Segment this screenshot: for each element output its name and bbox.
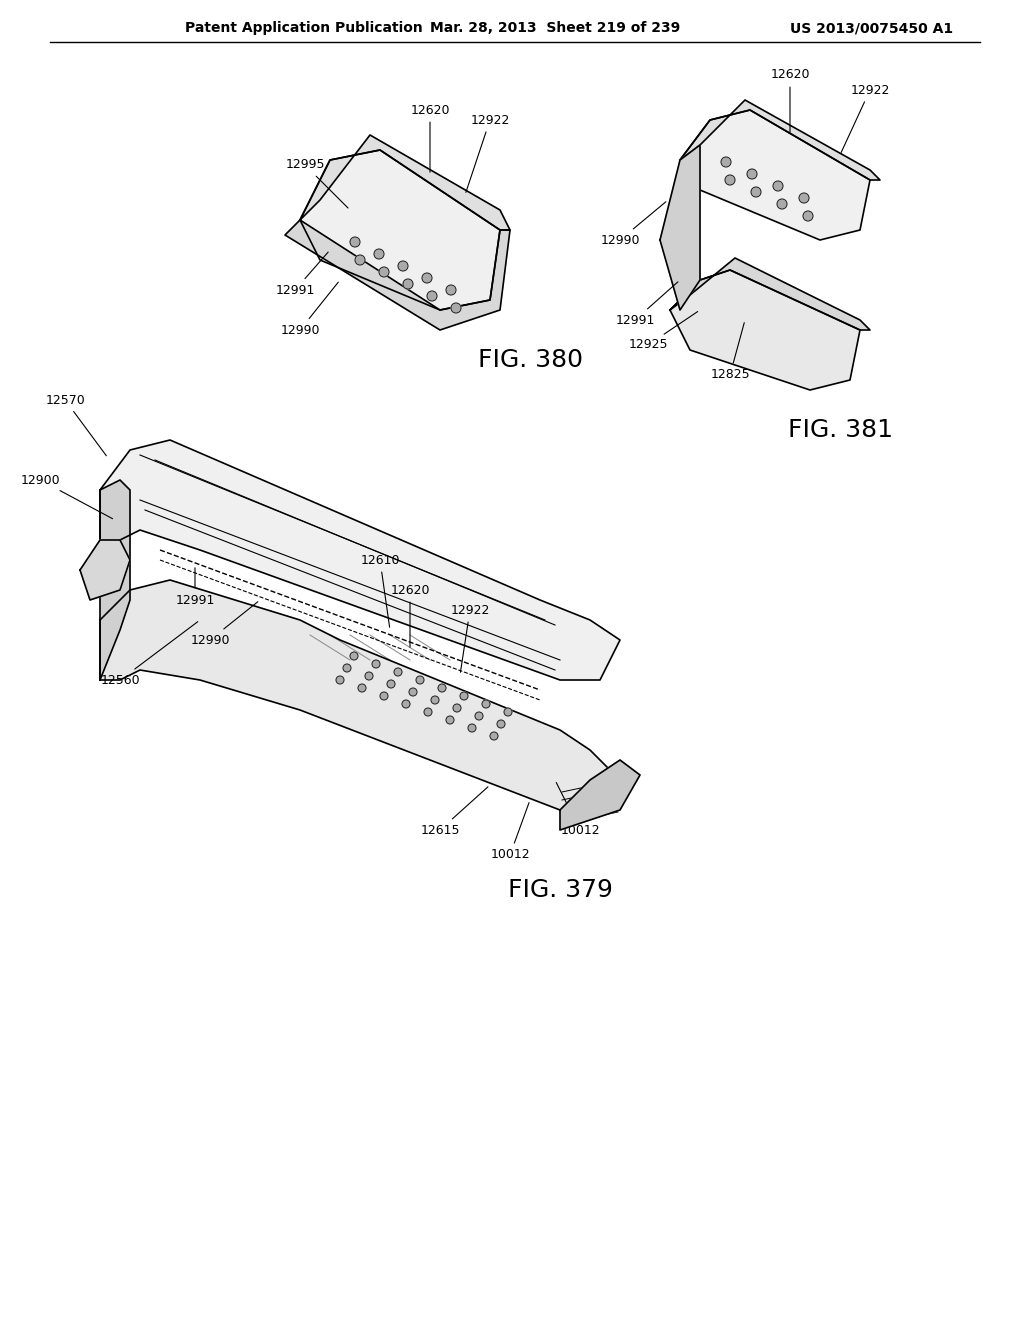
Circle shape: [398, 261, 408, 271]
Polygon shape: [680, 100, 880, 180]
Text: 12991: 12991: [615, 282, 678, 326]
Circle shape: [403, 279, 413, 289]
Circle shape: [746, 169, 757, 180]
Text: 12990: 12990: [190, 602, 258, 647]
Polygon shape: [670, 257, 870, 330]
Circle shape: [803, 211, 813, 220]
Circle shape: [490, 733, 498, 741]
Circle shape: [451, 304, 461, 313]
Circle shape: [365, 672, 373, 680]
Polygon shape: [300, 150, 500, 310]
Polygon shape: [100, 579, 615, 810]
Text: 12922: 12922: [466, 114, 510, 193]
Circle shape: [409, 688, 417, 696]
Circle shape: [380, 692, 388, 700]
Polygon shape: [660, 145, 700, 310]
Circle shape: [453, 704, 461, 711]
Text: 12991: 12991: [275, 252, 328, 297]
Circle shape: [387, 680, 395, 688]
Circle shape: [475, 711, 483, 719]
Text: 12825: 12825: [711, 322, 750, 381]
Text: FIG. 381: FIG. 381: [787, 418, 893, 442]
Circle shape: [431, 696, 439, 704]
Circle shape: [350, 652, 358, 660]
Text: FIG. 380: FIG. 380: [477, 348, 583, 372]
Circle shape: [497, 719, 505, 729]
Circle shape: [379, 267, 389, 277]
Text: 10012: 10012: [490, 803, 529, 862]
Text: 10012: 10012: [556, 783, 600, 837]
Circle shape: [799, 193, 809, 203]
Text: 12560: 12560: [100, 622, 198, 686]
Circle shape: [394, 668, 402, 676]
Polygon shape: [100, 440, 620, 680]
Text: 12990: 12990: [281, 282, 338, 337]
Text: Patent Application Publication: Patent Application Publication: [185, 21, 423, 36]
Text: 12570: 12570: [45, 393, 106, 455]
Circle shape: [343, 664, 351, 672]
Circle shape: [751, 187, 761, 197]
Circle shape: [350, 238, 360, 247]
Circle shape: [504, 708, 512, 715]
Text: 12900: 12900: [20, 474, 113, 519]
Circle shape: [355, 255, 365, 265]
Circle shape: [777, 199, 787, 209]
Polygon shape: [100, 480, 130, 680]
Circle shape: [721, 157, 731, 168]
Text: 12615: 12615: [420, 787, 487, 837]
Circle shape: [773, 181, 783, 191]
Text: US 2013/0075450 A1: US 2013/0075450 A1: [790, 21, 953, 36]
Text: 12620: 12620: [770, 69, 810, 132]
Circle shape: [468, 723, 476, 733]
Circle shape: [725, 176, 735, 185]
Polygon shape: [300, 135, 510, 230]
Text: 12925: 12925: [629, 312, 697, 351]
Polygon shape: [285, 220, 510, 330]
Text: 12990: 12990: [600, 202, 666, 247]
Circle shape: [402, 700, 410, 708]
Text: FIG. 379: FIG. 379: [508, 878, 612, 902]
Polygon shape: [680, 110, 870, 240]
Text: 12610: 12610: [360, 553, 399, 627]
Circle shape: [460, 692, 468, 700]
Circle shape: [422, 273, 432, 282]
Circle shape: [358, 684, 366, 692]
Text: 12995: 12995: [286, 158, 348, 209]
Circle shape: [427, 290, 437, 301]
Polygon shape: [670, 271, 860, 389]
Circle shape: [416, 676, 424, 684]
Text: 12922: 12922: [841, 83, 890, 153]
Circle shape: [372, 660, 380, 668]
Circle shape: [446, 715, 454, 723]
Circle shape: [336, 676, 344, 684]
Text: Mar. 28, 2013  Sheet 219 of 239: Mar. 28, 2013 Sheet 219 of 239: [430, 21, 680, 36]
Text: 12620: 12620: [390, 583, 430, 647]
Polygon shape: [560, 760, 640, 830]
Text: 12922: 12922: [451, 603, 489, 672]
Circle shape: [424, 708, 432, 715]
Circle shape: [482, 700, 490, 708]
Text: 12620: 12620: [411, 103, 450, 172]
Polygon shape: [80, 540, 130, 601]
Text: 12991: 12991: [175, 568, 215, 606]
Circle shape: [374, 249, 384, 259]
Circle shape: [438, 684, 446, 692]
Circle shape: [446, 285, 456, 294]
